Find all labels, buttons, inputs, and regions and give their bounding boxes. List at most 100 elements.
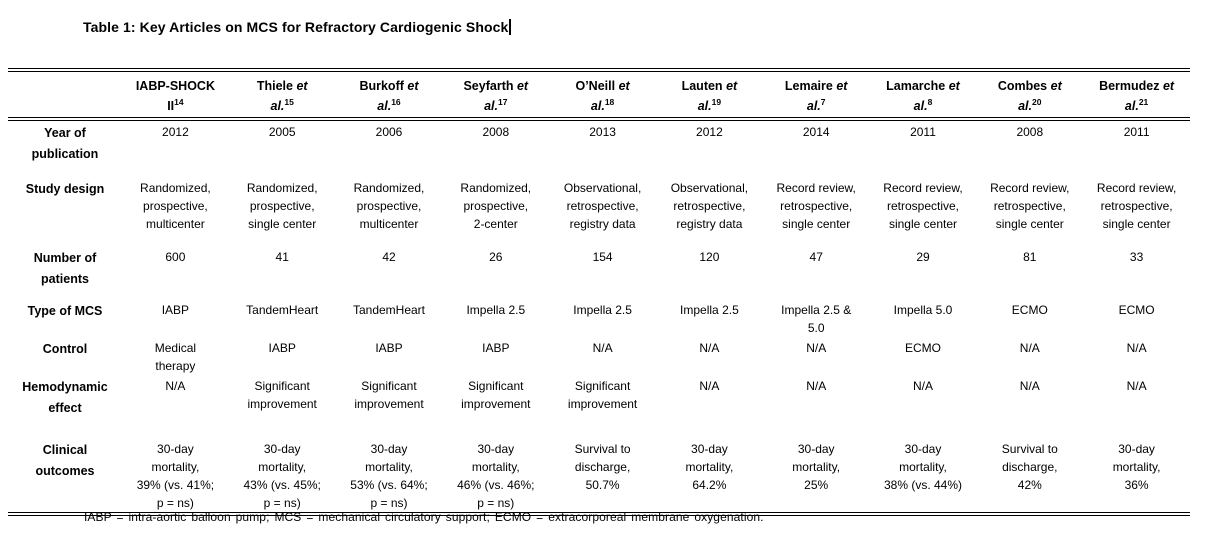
column-header-et: et — [1162, 79, 1175, 93]
reference-superscript: 18 — [604, 96, 615, 107]
column-header-al: al. — [590, 99, 605, 113]
column-header: O’Neill et al.18 — [549, 74, 656, 116]
column-header-et: et — [407, 79, 419, 93]
table-cell: Significant improvement — [567, 379, 638, 411]
table-title: Table 1: Key Articles on MCS for Refract… — [83, 19, 511, 35]
table-row: Clinical outcomes 30-day mortality, 39% (… — [8, 438, 1190, 512]
column-header-et: et — [726, 79, 738, 93]
table-cell: Impella 2.5 & 5.0 — [781, 303, 852, 335]
column-header-name: Combes — [997, 79, 1048, 93]
column-header-al: al. — [913, 99, 928, 113]
table-bottom-rule — [8, 512, 1190, 516]
column-header: Bermudez et al.21 — [1083, 74, 1190, 116]
table-cell: Randomized, prospective, multicenter — [140, 181, 211, 231]
row-label: Hemodynamic effect — [22, 380, 108, 415]
column-header-et: et — [296, 79, 308, 93]
column-header-et: et — [1050, 79, 1062, 93]
row-label: Study design — [25, 182, 105, 196]
table-cell: N/A — [806, 379, 827, 393]
table-cell: 2014 — [802, 125, 830, 139]
table-cell: N/A — [592, 341, 613, 355]
header-bottom-rule — [8, 117, 1190, 121]
column-header: Combes et al.20 — [976, 74, 1083, 116]
table-cell: 120 — [699, 250, 720, 264]
table-cell: TandemHeart — [246, 303, 319, 317]
table-cell: Randomized, prospective, 2-center — [460, 181, 532, 231]
table-cell: 26 — [489, 250, 503, 264]
table-cell: 2011 — [910, 125, 936, 139]
table-cell: N/A — [806, 341, 827, 355]
column-header-al: al. — [697, 99, 712, 113]
table-cell: N/A — [699, 379, 720, 393]
table-cell: 30-day mortality, 43% (vs. 45%; p = ns) — [243, 442, 321, 510]
table-cell: 2012 — [696, 125, 723, 139]
column-header-name: Seyfarth — [463, 79, 514, 93]
table-cell: 81 — [1023, 250, 1037, 264]
reference-superscript: 15 — [284, 96, 294, 107]
table-body: Year of publication 2012 2005 2006 2008 2013 2… — [8, 121, 1190, 512]
reference-superscript: 20 — [1032, 96, 1042, 107]
table-cell: 2013 — [589, 125, 616, 139]
column-header-name: Burkoff — [359, 79, 404, 93]
table-top-rule — [8, 68, 1190, 72]
row-label: Year of publication — [31, 126, 99, 161]
table-cell: 2008 — [1016, 125, 1044, 139]
table-cell: 600 — [165, 250, 186, 264]
table-row: Study design Randomized, prospective, mul… — [8, 177, 1190, 246]
table-cell: Record review, retrospective, single cen… — [883, 181, 963, 231]
table-cell: 30-day mortality, 53% (vs. 64%; p = ns) — [350, 442, 428, 510]
table-cell: 30-day mortality, 36% — [1112, 442, 1161, 492]
column-header-al: al. — [484, 99, 498, 113]
column-header-al: al. — [1124, 99, 1139, 113]
table-cell: IABP — [161, 303, 190, 317]
column-header-name2: II — [167, 99, 175, 113]
column-header-name: Bermudez — [1099, 79, 1160, 93]
table-cell: N/A — [699, 341, 720, 355]
table-cell: Record review, retrospective, single cen… — [990, 181, 1070, 231]
reference-superscript: 21 — [1138, 96, 1149, 107]
column-header-al: al. — [806, 99, 821, 113]
column-header-al: al. — [377, 99, 392, 113]
column-header: Burkoff et al.16 — [336, 74, 443, 116]
column-header: Thiele et al.15 — [229, 74, 336, 116]
table-cell: 2005 — [268, 125, 296, 139]
reference-superscript: 14 — [174, 96, 184, 107]
table-cell: N/A — [1019, 341, 1040, 355]
table-cell: N/A — [1126, 379, 1147, 393]
table-cell: Observational, retrospective, registry d… — [670, 181, 749, 231]
column-header-name: Lemaire — [784, 79, 833, 93]
reference-superscript: 7 — [820, 96, 826, 107]
row-label: Control — [42, 342, 88, 356]
row-label: Type of MCS — [27, 304, 103, 318]
reference-superscript: 8 — [927, 96, 933, 107]
text-cursor — [509, 19, 511, 35]
table-cell: TandemHeart — [352, 303, 426, 317]
table-footnote: IABP = intra-aortic balloon pump; MCS = … — [84, 510, 764, 524]
table-cell: Impella 5.0 — [893, 303, 953, 317]
row-label: Number of patients — [33, 251, 97, 286]
table-cell: Impella 2.5 — [680, 303, 739, 317]
reference-superscript: 17 — [498, 96, 508, 107]
reference-superscript: 16 — [391, 96, 401, 107]
column-header-et: et — [948, 79, 960, 93]
table-cell: Medical therapy — [154, 341, 197, 373]
table-cell: Record review, retrospective, single cen… — [776, 181, 856, 231]
table-cell: Observational, retrospective, registry d… — [563, 181, 642, 231]
table-cell: 30-day mortality, 46% (vs. 46%; p = ns) — [457, 442, 535, 510]
reference-superscript: 19 — [711, 96, 722, 107]
column-header-name: Thiele — [256, 79, 293, 93]
table-cell: 42 — [382, 250, 396, 264]
table-row: Hemodynamic effect N/A Significant improve… — [8, 375, 1190, 438]
table-row: Year of publication 2012 2005 2006 2008 2013 2… — [8, 121, 1190, 177]
column-header: Lamarche et al.8 — [870, 74, 977, 116]
table-cell: N/A — [912, 379, 933, 393]
column-header: IABP-SHOCK II14 — [122, 74, 229, 116]
table-cell: N/A — [1019, 379, 1040, 393]
table-cell: 41 — [275, 250, 289, 264]
table-row: Number of patients 600 41 42 26 154 120 47 29 81 3… — [8, 246, 1190, 299]
table-cell: Survival to discharge, 42% — [1001, 442, 1058, 492]
table-cell: ECMO — [904, 341, 941, 355]
column-header-et: et — [516, 79, 529, 93]
table-row: Control Medical therapy IABP IABP IABP N/A N/A… — [8, 337, 1190, 375]
